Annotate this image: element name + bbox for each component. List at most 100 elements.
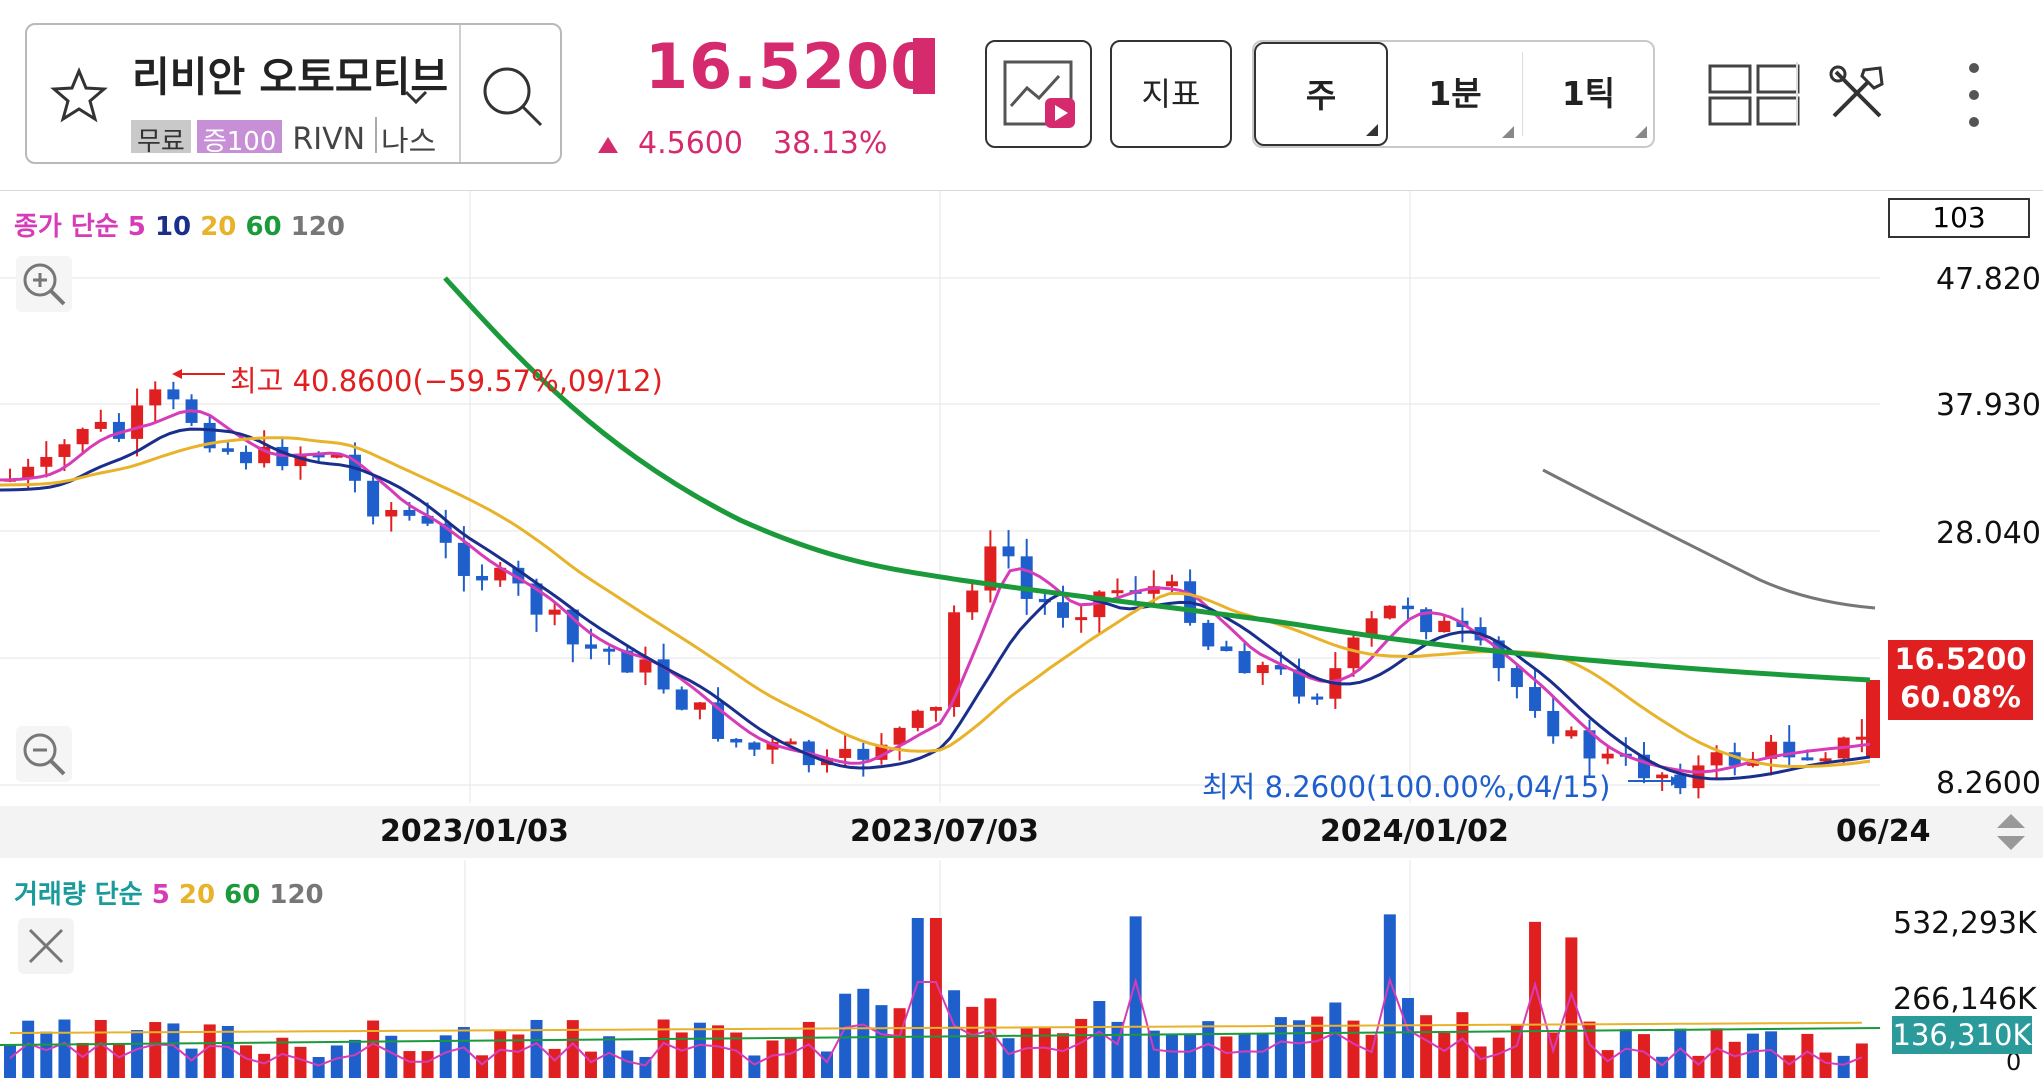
y-tick-label: 47.8205 (1936, 262, 2043, 297)
candle-body (403, 509, 416, 516)
zoom-out-button[interactable] (16, 726, 72, 782)
volume-bar (76, 1042, 89, 1078)
candle-body (911, 710, 924, 728)
date-label: 06/24 (1836, 814, 1931, 849)
candle-body (1529, 687, 1542, 711)
volume-bar (1637, 1034, 1650, 1078)
current-price: 16.5200 (645, 30, 935, 103)
volume-bar (1293, 1020, 1306, 1078)
volume-bar (1420, 1015, 1433, 1078)
volume-bar (1184, 1033, 1197, 1078)
scroll-arrows-icon[interactable] (1985, 806, 2037, 858)
volume-bar (966, 1006, 979, 1078)
high-arrow-head (172, 369, 182, 379)
candle-body (1220, 646, 1233, 652)
volume-bar (948, 990, 961, 1078)
change-percent: 38.13% (772, 126, 888, 161)
zoom-in-button[interactable] (16, 256, 72, 312)
candle-body (1601, 753, 1614, 759)
volume-bar (1220, 1036, 1233, 1078)
volume-bar (893, 1008, 906, 1078)
volume-bar (1619, 1029, 1632, 1078)
period-week-button[interactable]: 주 (1254, 42, 1388, 146)
volume-bar (1492, 1037, 1505, 1078)
date-label: 2023/07/03 (850, 814, 1039, 849)
volume-bar (1365, 1034, 1378, 1078)
volume-bar (1020, 1028, 1033, 1078)
candle-body (1147, 586, 1160, 594)
tools-icon[interactable] (1824, 60, 1890, 126)
candle-body (167, 389, 180, 400)
volume-bar (857, 988, 870, 1078)
chevron-down-icon[interactable] (402, 83, 430, 111)
volume-bar (1692, 1055, 1705, 1078)
volume-bar (1129, 916, 1142, 1078)
volume-bar (1147, 1030, 1160, 1078)
candle-body (221, 448, 234, 452)
volume-bar (929, 918, 942, 1078)
candle-body (929, 707, 942, 711)
candle-body (693, 702, 706, 710)
candlestick-chart[interactable] (0, 191, 2043, 803)
volume-bar (185, 1048, 198, 1078)
indicator-button[interactable]: 지표 (1110, 40, 1232, 148)
volume-bar (131, 1030, 144, 1078)
stock-name[interactable]: 리비안 오토모티브 (132, 53, 449, 101)
favorite-star-icon[interactable] (49, 65, 109, 125)
volume-bar (221, 1025, 234, 1078)
ma60-line (443, 276, 1871, 683)
candle-body (1202, 622, 1215, 647)
volume-bar (1383, 914, 1396, 1078)
candle-body (766, 741, 779, 750)
volume-bar (40, 1031, 53, 1078)
volume-bar (1165, 1034, 1178, 1078)
candle-body (857, 748, 870, 760)
volume-bar (112, 1043, 125, 1078)
volume-bar (367, 1020, 380, 1078)
candle-body (476, 575, 489, 581)
ma120-label: 120 (290, 212, 345, 242)
volume-bar (94, 1019, 107, 1078)
candle-body (1565, 730, 1578, 737)
date-label: 2024/01/02 (1320, 814, 1509, 849)
candle-body (1401, 605, 1414, 610)
candle-body (621, 650, 634, 673)
volume-bar (802, 1021, 815, 1078)
candle-body (548, 609, 561, 615)
volume-bar (385, 1035, 398, 1078)
candle-body (566, 609, 579, 645)
search-icon[interactable] (467, 55, 557, 135)
period-1tick-button[interactable]: 1틱 (1522, 42, 1655, 146)
price-indicator-bar (913, 38, 935, 94)
volume-bar (911, 918, 924, 1078)
candle-body (1819, 758, 1832, 762)
candle-body (1002, 546, 1015, 557)
stock-search-box[interactable]: 리비안 오토모티브 무료 증100 RIVN 나스 (25, 23, 562, 164)
volume-bar (984, 998, 997, 1078)
volume-chart[interactable] (0, 860, 2043, 1080)
volume-bar (1438, 1032, 1451, 1078)
y-tick-label: 37.9303 (1936, 388, 2043, 423)
candle-body (1547, 710, 1560, 737)
volume-bar (1674, 1028, 1687, 1078)
candle-body (421, 515, 434, 524)
period-1min-button[interactable]: 1분 (1388, 42, 1522, 146)
chart-type-button[interactable] (985, 40, 1092, 148)
close-volume-button[interactable] (18, 918, 74, 974)
volume-bar (439, 1035, 452, 1078)
volume-bar (839, 993, 852, 1078)
vol-ma20-label: 20 (178, 880, 216, 910)
candle-body (1656, 774, 1669, 779)
last-candle (1866, 680, 1880, 758)
date-axis[interactable]: 2023/01/03 2023/07/03 2024/01/02 06/24 (0, 806, 2043, 858)
candle-body (1038, 598, 1051, 603)
grid-layout-icon[interactable] (1706, 62, 1806, 126)
last-price-percent: 60.08% (1900, 680, 2021, 714)
candle-count-box[interactable]: 103 (1888, 198, 2030, 238)
candle-body (385, 509, 398, 517)
candle-body (1674, 774, 1687, 789)
volume-bar (58, 1019, 71, 1078)
ma10-label: 10 (154, 212, 192, 242)
candle-body (639, 659, 652, 673)
more-vertical-icon[interactable] (1964, 58, 1984, 132)
